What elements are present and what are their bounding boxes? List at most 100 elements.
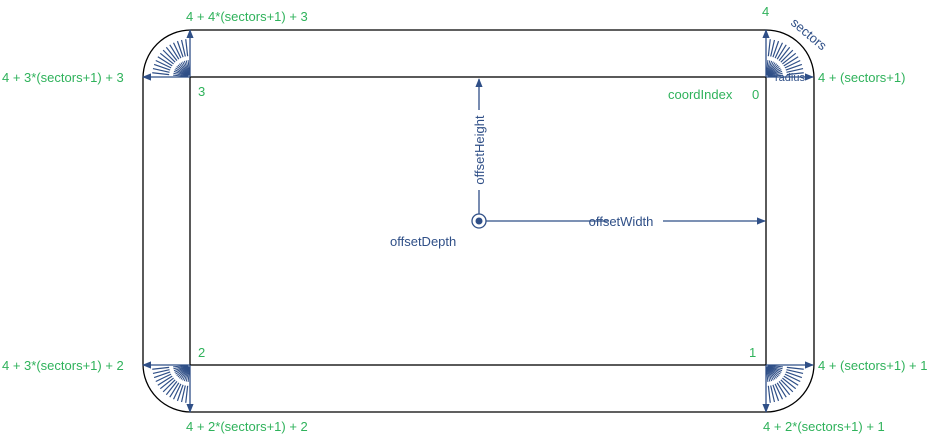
left-bottom-outer-index: 4 + 3*(sectors+1) + 2 (2, 358, 124, 373)
top-left-sector-line-inner (183, 60, 190, 76)
offset-width-label: offsetWidth (589, 214, 654, 229)
corner-index-1: 1 (749, 345, 756, 360)
bottom-right-sector-line-outer (776, 382, 787, 398)
top-left-sector-line-outer (172, 42, 182, 59)
top-left-sector-line-outer (157, 56, 173, 67)
bottom-right-sector-line-inner (767, 365, 783, 372)
top-right-sector-line-inner (767, 70, 783, 77)
top-right-sector-line-outer (786, 72, 804, 76)
top-left-sector-line-outer (159, 52, 174, 65)
corner-index-0: 0 (752, 87, 759, 102)
top-right-sector-line-outer (783, 56, 799, 67)
bottom-left-sector-line-outer (172, 383, 182, 400)
top-right-outer-index: 4 (762, 4, 769, 19)
bottom-right-sector-line-inner (767, 365, 782, 373)
corner-index-3: 3 (198, 84, 205, 99)
bottom-left-sector-line-inner (173, 364, 189, 370)
top-right-sector-line-inner (767, 64, 779, 76)
bottom-right-sector-line-outer (786, 369, 804, 375)
bottom-left-sector-line-outer (159, 377, 174, 390)
top-left-sector-line-outer (155, 59, 172, 69)
offset-height-label: offsetHeight (472, 115, 487, 185)
bottom-left-sector-line-outer (176, 384, 184, 402)
bottom-left-sector-line-outer (153, 371, 171, 379)
bottom-right-sector-line-outer (774, 383, 784, 400)
bottom-left-outer-index: 4 + 2*(sectors+1) + 2 (186, 419, 308, 434)
bottom-right-sector-line-outer (785, 371, 803, 379)
top-left-sector-line-outer (152, 72, 170, 76)
bottom-right-sector-line-outer (782, 377, 797, 390)
bottom-left-sector-line-inner (176, 365, 189, 376)
top-right-sector-line-outer (774, 42, 784, 59)
top-left-sector-line-inner (175, 67, 189, 77)
bottom-right-sector-line-inner (765, 366, 771, 382)
offset-depth-dot-icon (475, 217, 483, 225)
offset-depth-label: offsetDepth (390, 234, 456, 249)
top-right-sector-line-inner (767, 66, 780, 77)
top-right-sector-line-inner (766, 62, 776, 76)
top-right-sector-line-inner (767, 67, 781, 77)
bottom-left-sector-line-inner (185, 366, 191, 382)
coord-index-label: coordIndex (668, 87, 733, 102)
bottom-right-sector-line-outer (780, 379, 794, 393)
top-right-sector-line-outer (767, 39, 771, 57)
top-right-sector-line-outer (786, 67, 804, 73)
bottom-left-sector-line-outer (165, 381, 178, 396)
top-left-sector-line-inner (173, 70, 189, 77)
top-right-sector-line-outer (785, 63, 803, 71)
bottom-left-sector-line-outer (152, 366, 170, 370)
top-left-sector-line-inner (180, 62, 190, 76)
radius-label: radius (775, 72, 805, 84)
top-left-sector-line-outer (185, 39, 189, 57)
bottom-right-sector-line-inner (767, 365, 781, 375)
top-left-sector-line-outer (165, 46, 178, 61)
right-bottom-outer-index: 4 + (sectors+1) + 1 (818, 358, 927, 373)
bottom-right-sector-line-outer (786, 366, 804, 370)
top-left-sector-line-inner (174, 69, 189, 77)
top-left-sector-line-outer (152, 67, 170, 73)
bottom-left-sector-line-inner (173, 365, 189, 372)
top-left-sector-line-inner (179, 63, 190, 76)
sectors-label: sectors (788, 15, 830, 54)
bottom-left-sector-line-inner (175, 365, 189, 375)
bottom-right-outer-index: 4 + 2*(sectors+1) + 1 (763, 419, 885, 434)
top-right-sector-line-outer (782, 52, 797, 65)
top-left-sector-line-inner (173, 72, 189, 78)
bottom-right-sector-line-inner (766, 366, 776, 380)
corner-index-2: 2 (198, 345, 205, 360)
top-left-sector-line-outer (180, 39, 186, 57)
bottom-right-sector-line-inner (767, 366, 779, 378)
bottom-left-sector-line-inner (180, 366, 190, 380)
bottom-right-sector-line-outer (770, 385, 776, 403)
bottom-right-sector-line-outer (783, 375, 799, 386)
bottom-left-sector-line-outer (155, 373, 172, 383)
outer-rounded-rectangle (142, 29, 815, 413)
top-right-sector-line-outer (778, 46, 791, 61)
bottom-left-sector-line-inner (182, 366, 190, 381)
top-left-sector-line-outer (176, 40, 184, 58)
top-right-sector-line-outer (776, 44, 787, 60)
bottom-right-sector-line-outer (767, 385, 771, 403)
bottom-right-sector-line-outer (772, 384, 780, 402)
bottom-left-sector-line-inner (177, 366, 189, 378)
bottom-left-sector-line-outer (157, 375, 173, 386)
top-left-outer-index: 4 + 4*(sectors+1) + 3 (186, 9, 308, 24)
top-left-sector-line-outer (153, 63, 171, 71)
top-right-sector-line-inner (767, 72, 783, 78)
top-right-sector-line-inner (766, 60, 773, 76)
bottom-right-sector-line-inner (767, 365, 780, 376)
top-right-sector-line-outer (784, 59, 801, 69)
bottom-right-sector-line-inner (767, 364, 783, 370)
top-left-sector-line-inner (182, 61, 190, 76)
bottom-left-sector-line-inner (174, 365, 189, 373)
bottom-right-sector-line-inner (766, 366, 777, 379)
top-right-sector-line-inner (766, 61, 774, 76)
inner-rectangle (189, 76, 767, 366)
top-right-sector-line-inner (767, 69, 782, 77)
bottom-right-sector-line-inner (766, 366, 774, 381)
top-right-sector-line-outer (780, 49, 794, 63)
left-top-outer-index: 4 + 3*(sectors+1) + 3 (2, 70, 124, 85)
bottom-left-sector-line-inner (183, 366, 190, 382)
top-right-sector-line-outer (772, 40, 780, 58)
bottom-left-sector-line-outer (180, 385, 186, 403)
